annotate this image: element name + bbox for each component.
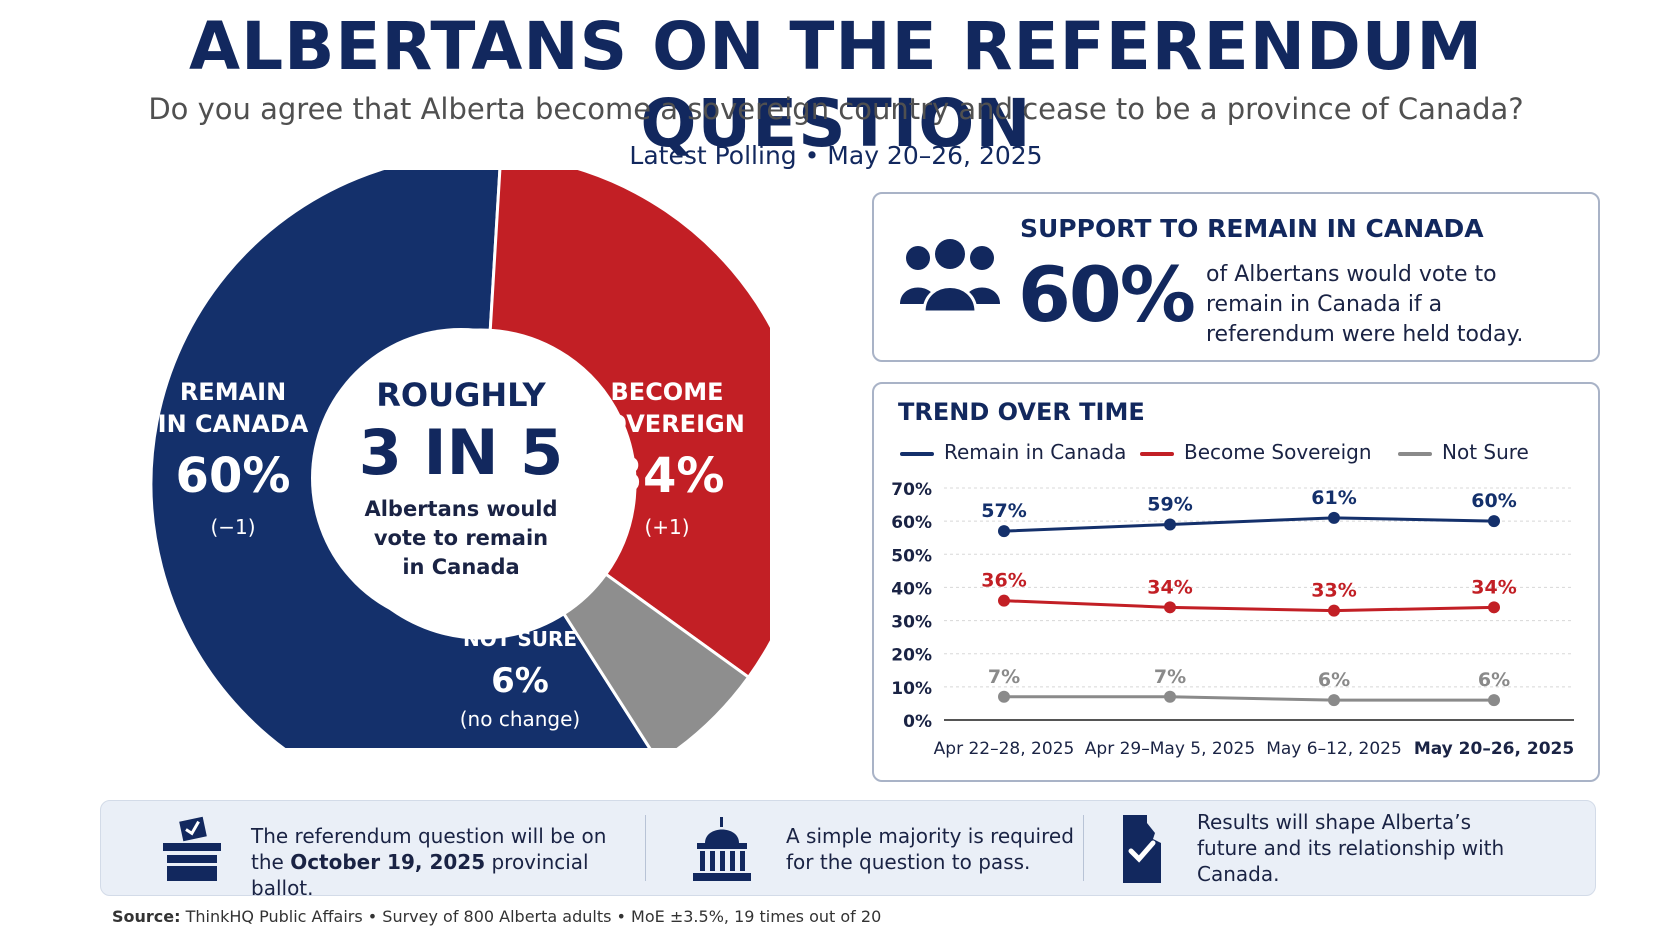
series-point-0: [1488, 515, 1500, 528]
footer-info-bar: The referendum question will be on the O…: [100, 800, 1596, 900]
donut-slice-1: [488, 170, 770, 680]
center-caption-line: vote to remain: [374, 526, 548, 550]
legend-label-notsure: Not Sure: [1442, 440, 1529, 464]
trend-title: TREND OVER TIME: [898, 398, 1145, 426]
y-tick-label: 30%: [891, 613, 932, 633]
source-note: Source: ThinkHQ Public Affairs • Survey …: [112, 907, 881, 926]
center-line2: 3 IN 5: [359, 416, 563, 489]
y-tick-label: 10%: [891, 679, 932, 699]
x-tick-label: May 6–12, 2025: [1266, 739, 1402, 759]
series-line-2: [1004, 695, 1494, 702]
series-line-0: [1003, 516, 1495, 533]
slice-value-0: 60%: [176, 448, 291, 504]
data-label-2: 7%: [1154, 666, 1186, 688]
legend-notsure: Not Sure: [1398, 440, 1529, 464]
ballot-box-icon: [163, 816, 221, 881]
series-point-1: [1488, 601, 1500, 614]
footer-item-results: Results will shape Alberta’s future and …: [1087, 801, 1587, 895]
y-tick-label: 70%: [891, 480, 932, 500]
donut-slice-2: [561, 572, 751, 748]
page-title: ALBERTANS ON THE REFERENDUM QUESTION: [188, 8, 1484, 162]
donut-center-circle: [311, 328, 611, 628]
data-label-0: 59%: [1147, 493, 1192, 515]
series-point-1: [998, 594, 1010, 607]
y-tick-label: 50%: [891, 546, 932, 566]
series-point-0: [998, 525, 1010, 538]
center-line1: ROUGHLY: [376, 376, 546, 414]
legislature-icon: [693, 817, 751, 881]
data-label-1: 36%: [981, 570, 1026, 592]
page-subtitle: Do you agree that Alberta become a sover…: [148, 92, 1524, 126]
trend-card: TREND OVER TIME Remain in Canada Become …: [872, 382, 1600, 782]
legend-swatch-notsure: [1398, 451, 1432, 456]
legend-sovereign: Become Sovereign: [1140, 440, 1372, 464]
footer-divider: [645, 815, 646, 881]
slice-value-2: 6%: [491, 661, 549, 701]
series-line-1: [1003, 599, 1495, 613]
support-text: of Albertans would vote to remain in Can…: [1206, 262, 1524, 347]
footer-ballot-text-pre: The referendum question will be on the: [251, 824, 607, 874]
support-card: SUPPORT TO REMAIN IN CANADA 60% of Alber…: [872, 192, 1600, 362]
footer-ballot-text-post: provincial ballot.: [251, 850, 589, 900]
footer-item-majority: A simple majority is required for the qu…: [649, 801, 1079, 895]
series-point-2: [1488, 694, 1500, 707]
data-label-1: 33%: [1311, 580, 1356, 602]
data-label-0: 61%: [1311, 487, 1356, 509]
legend-label-sovereign: Become Sovereign: [1184, 440, 1372, 464]
footer-ballot-text: The referendum question will be on the O…: [251, 823, 631, 901]
support-value: 60%: [1018, 250, 1196, 339]
center-caption-line: in Canada: [402, 555, 519, 579]
y-tick-label: 0%: [903, 712, 932, 732]
data-label-2: 6%: [1478, 669, 1510, 691]
y-tick-label: 40%: [891, 579, 932, 599]
data-label-2: 7%: [988, 666, 1020, 688]
slice-label-1: BECOME: [611, 378, 724, 406]
source-text: ThinkHQ Public Affairs • Survey of 800 A…: [185, 907, 882, 926]
series-point-2: [1164, 690, 1176, 703]
slice-change-2: (no change): [460, 707, 580, 731]
legend-swatch-remain: [900, 451, 934, 456]
footer-majority-text: A simple majority is required for the qu…: [786, 824, 1074, 874]
slice-label-2: NOT SURE: [463, 627, 577, 651]
data-label-1: 34%: [1147, 576, 1192, 598]
data-label-0: 60%: [1471, 490, 1516, 512]
people-icon: [900, 239, 1000, 314]
data-label-1: 34%: [1471, 576, 1516, 598]
series-point-1: [1328, 604, 1340, 617]
series-point-2: [998, 690, 1010, 703]
slice-change-0: (−1): [210, 515, 255, 539]
legend-label-remain: Remain in Canada: [944, 440, 1127, 464]
footer-item-ballot: The referendum question will be on the O…: [101, 801, 641, 900]
x-tick-label: Apr 22–28, 2025: [934, 739, 1075, 759]
support-title: SUPPORT TO REMAIN IN CANADA: [1020, 214, 1484, 243]
alberta-map-check-icon: [1123, 815, 1161, 883]
donut-chart: REMAIN IN CANADA 60% (−1) BECOME SOVEREIGN 34%…: [149, 170, 770, 748]
legend-swatch-sovereign: [1140, 451, 1174, 456]
series-point-0: [1328, 511, 1340, 524]
footer-results-text: Results will shape Alberta’s future and …: [1197, 810, 1505, 886]
series-point-0: [1164, 518, 1176, 531]
slice-change-1: (+1): [644, 515, 689, 539]
footer-ballot-date: October 19, 2025: [290, 850, 486, 874]
slice-label-1: SOVEREIGN: [589, 410, 745, 438]
trend-line-chart: 0% 10% 20% 30% 40% 50% 60% 70% Apr 22–28, 2025 Ap…: [891, 480, 1574, 759]
footer-divider: [1083, 815, 1084, 881]
series-point-2: [1328, 694, 1340, 707]
data-label-0: 57%: [981, 500, 1026, 522]
y-tick-label: 20%: [891, 646, 932, 666]
x-tick-label: May 20–26, 2025: [1414, 739, 1574, 759]
slice-label-0: REMAIN: [180, 378, 286, 406]
polling-date: Latest Polling • May 20–26, 2025: [629, 141, 1043, 170]
legend-remain: Remain in Canada: [900, 440, 1126, 464]
y-tick-label: 60%: [891, 513, 932, 533]
series-point-1: [1164, 601, 1176, 614]
center-caption-line: Albertans would: [364, 497, 557, 521]
source-label: Source:: [112, 907, 181, 926]
x-tick-label: Apr 29–May 5, 2025: [1085, 739, 1255, 759]
data-label-2: 6%: [1318, 669, 1350, 691]
slice-value-1: 34%: [610, 448, 725, 504]
slice-label-0: IN CANADA: [158, 410, 309, 438]
